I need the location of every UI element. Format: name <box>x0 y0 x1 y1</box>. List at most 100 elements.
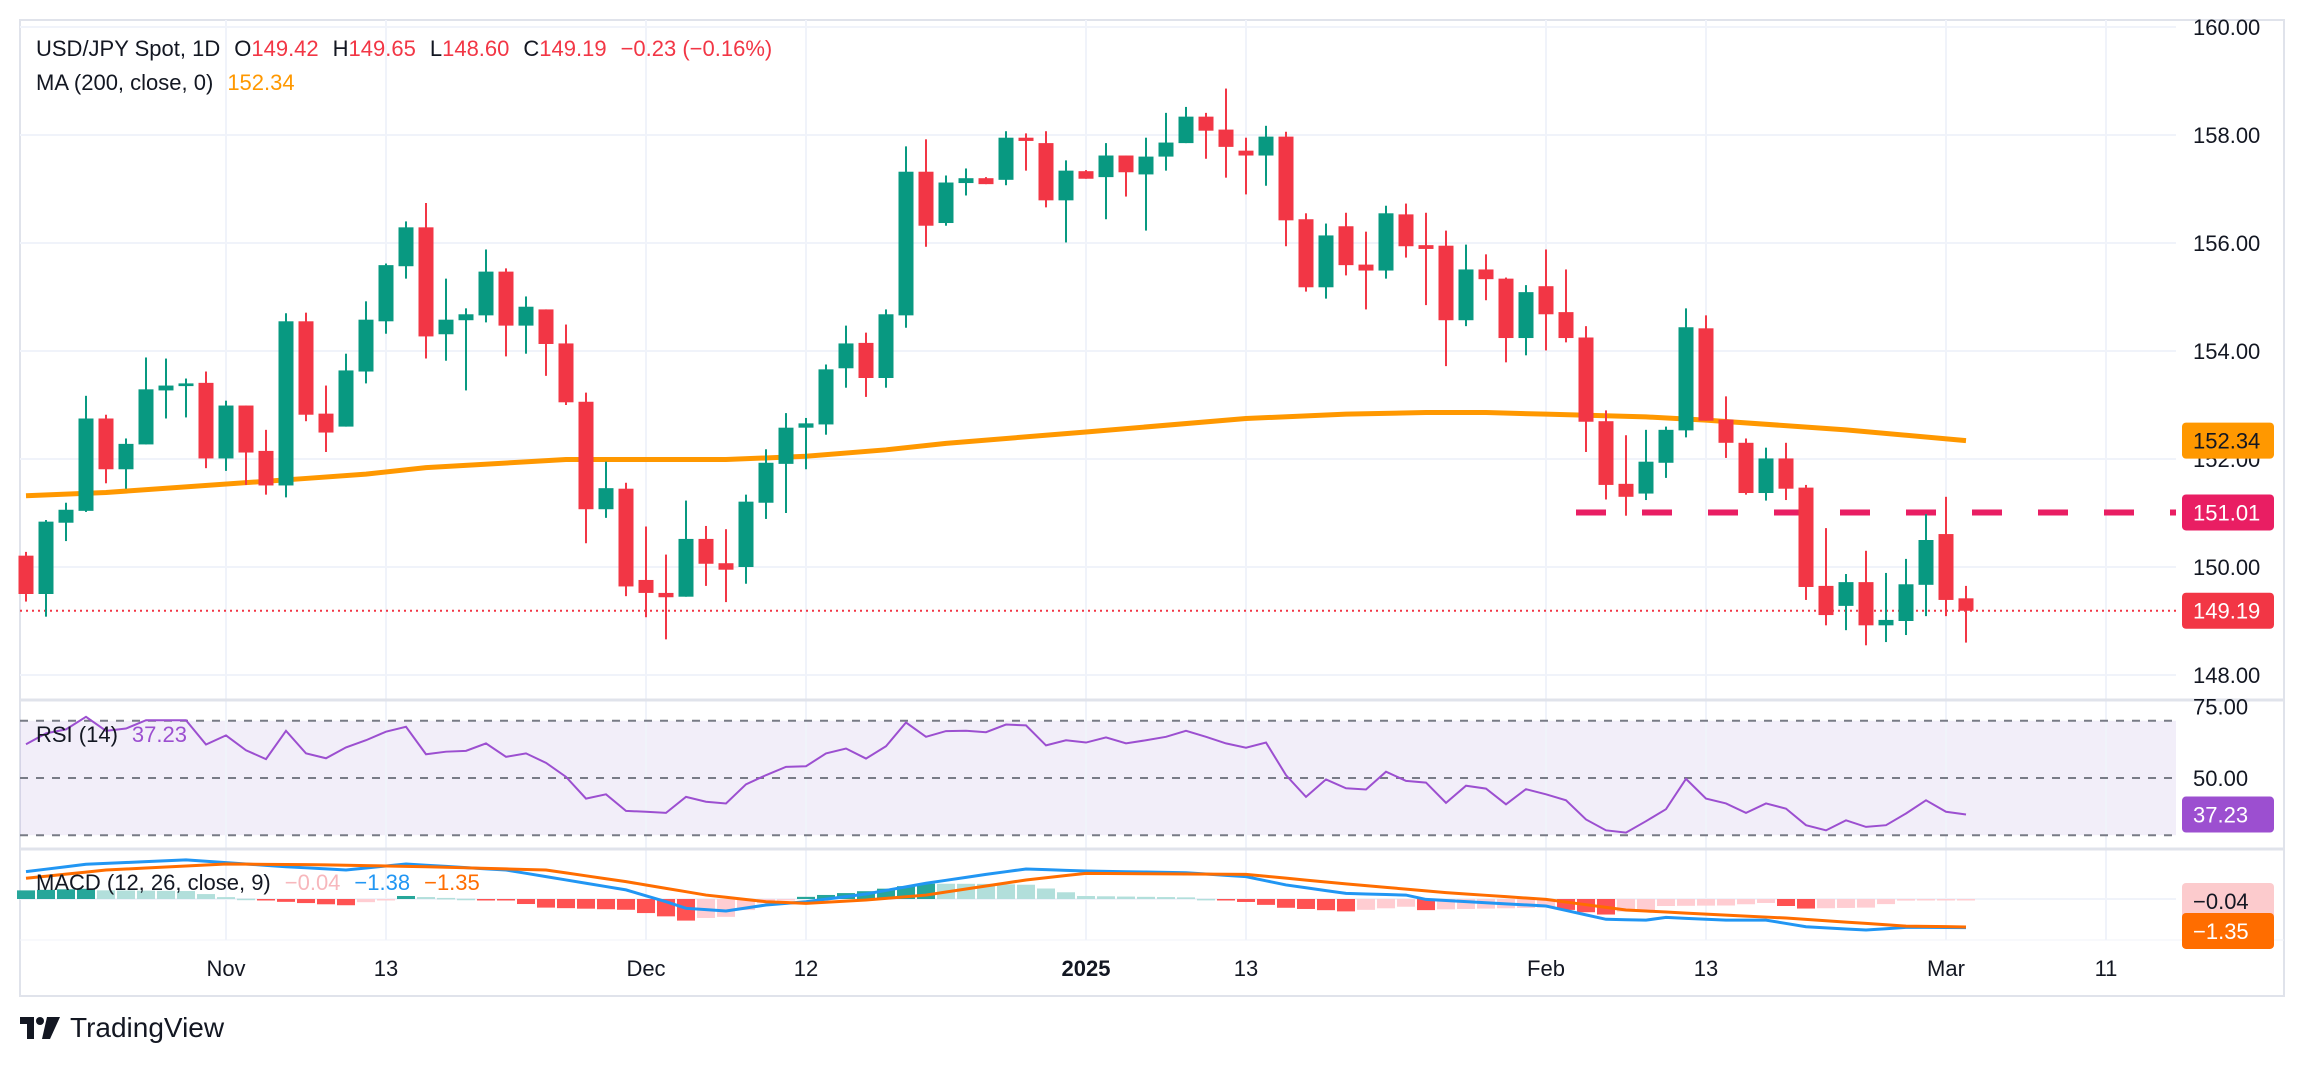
macd-histogram-bar <box>1857 899 1875 908</box>
candle-body <box>738 501 754 567</box>
candle <box>518 296 534 354</box>
candle <box>1038 131 1054 208</box>
rsi-label[interactable]: RSI (14) <box>36 722 118 747</box>
candle-body <box>358 319 374 372</box>
macd-histogram-bar <box>197 894 215 899</box>
candle <box>1258 125 1274 186</box>
macd-histogram-bar <box>717 899 735 917</box>
macd-histogram-bar <box>1357 899 1375 910</box>
candle <box>998 131 1014 186</box>
candle <box>178 378 194 418</box>
close-label: C <box>523 36 540 61</box>
price-axis-label: 150.00 <box>2193 555 2260 580</box>
macd-histogram-bar <box>1197 898 1215 901</box>
macd-histogram-bar <box>157 890 175 899</box>
macd-histogram-bar <box>617 899 635 910</box>
macd-histogram-bar <box>997 884 1015 899</box>
signal-line <box>25 862 1967 929</box>
candle <box>1098 143 1114 220</box>
candle-body <box>158 385 174 391</box>
macd-histogram-bar <box>1177 897 1195 899</box>
candle-body <box>338 370 354 427</box>
high-label: H <box>332 36 349 61</box>
candle-body <box>1218 129 1234 147</box>
candle-body <box>1298 219 1314 288</box>
symbol-legend: USD/JPY Spot, 1D O149.42 H149.65 L148.60… <box>36 36 772 62</box>
candle-body <box>1918 540 1934 585</box>
macd-label[interactable]: MACD (12, 26, close, 9) <box>36 870 271 895</box>
macd-histogram-bar <box>777 899 795 901</box>
macd-hist-value: −0.04 <box>284 870 341 895</box>
candle <box>1838 574 1854 631</box>
candle-body <box>1038 143 1054 201</box>
macd-histogram-bar <box>1657 899 1675 906</box>
candle-body <box>858 342 874 378</box>
candle-body <box>1078 171 1094 179</box>
close-value: 149.19 <box>539 36 607 61</box>
candle-body <box>1118 155 1134 173</box>
candle-body <box>1938 534 1954 600</box>
macd-histogram-bar <box>417 897 435 899</box>
symbol-title[interactable]: USD/JPY Spot, 1D <box>36 36 221 61</box>
last-price-label: 149.19 <box>2193 599 2260 624</box>
candle <box>538 309 554 376</box>
candle-body <box>218 405 234 459</box>
macd-histogram-bar <box>1937 899 1955 901</box>
macd-histogram-bar <box>877 888 895 899</box>
candle <box>1178 106 1194 144</box>
macd-histogram-bar <box>537 899 555 908</box>
candle <box>1578 326 1594 452</box>
candle <box>1898 558 1914 636</box>
time-axis-label: 13 <box>1234 956 1258 981</box>
candle-body <box>798 423 814 428</box>
level-price-label-box <box>2182 494 2274 531</box>
time-axis-label: Mar <box>1927 956 1965 981</box>
candle-body <box>1698 328 1714 421</box>
candle-body <box>1418 245 1434 249</box>
candle-body <box>498 271 514 326</box>
macd-histogram-bar <box>1717 899 1735 906</box>
chart-frame <box>19 19 2285 997</box>
open-label: O <box>234 36 252 61</box>
candle <box>298 312 314 422</box>
macd-histogram-bar <box>1797 899 1815 909</box>
macd-line <box>25 858 1967 932</box>
macd-histogram-bar <box>497 899 515 901</box>
candle <box>1558 269 1574 343</box>
candle-body <box>238 405 254 453</box>
rsi-axis-label: 50.00 <box>2193 766 2248 791</box>
candle <box>218 400 234 471</box>
candle <box>1438 230 1454 367</box>
candle-body <box>558 343 574 403</box>
candle <box>118 438 134 489</box>
macd-signal-value: −1.35 <box>424 870 480 895</box>
candle <box>1738 438 1754 495</box>
level-price-label: 151.01 <box>2193 500 2260 525</box>
candle-body <box>1058 170 1074 201</box>
time-axis-label: Feb <box>1527 956 1565 981</box>
candle-body <box>818 369 834 425</box>
candle <box>858 332 874 397</box>
candle-body <box>198 382 214 459</box>
macd-histogram-bar <box>1037 888 1055 899</box>
candle <box>1698 315 1714 421</box>
candle <box>638 526 654 618</box>
low-value: 148.60 <box>442 36 510 61</box>
candle <box>1778 442 1794 501</box>
tradingview-logo[interactable]: TradingView <box>20 1012 224 1044</box>
macd-histogram-bar <box>1017 884 1035 899</box>
candle <box>438 278 454 361</box>
candle <box>618 482 634 597</box>
time-axis-label: 2025 <box>1062 956 1111 981</box>
candle <box>238 405 254 485</box>
candle-body <box>1438 245 1454 321</box>
ma-legend: MA (200, close, 0) 152.34 <box>36 70 295 96</box>
candle-body <box>1578 337 1594 422</box>
candle-body <box>178 383 194 387</box>
ma-label[interactable]: MA (200, close, 0) <box>36 70 214 95</box>
candle <box>1518 285 1534 356</box>
macd-histogram-bar <box>557 899 575 909</box>
candle-body <box>1958 598 1974 611</box>
macd-histogram-bar <box>1297 899 1315 909</box>
